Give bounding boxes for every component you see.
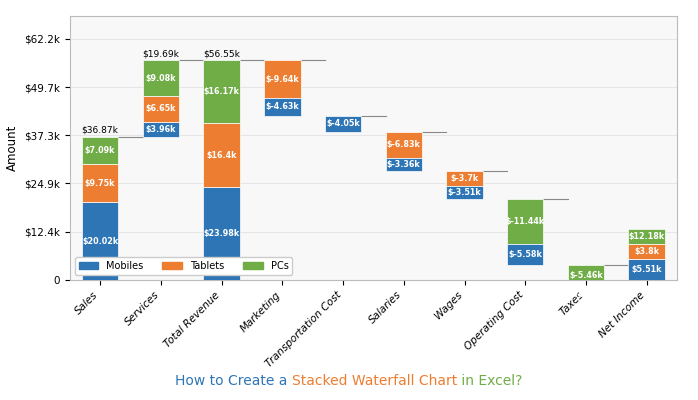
- Text: $-4.18k: $-4.18k: [569, 290, 603, 299]
- Text: $3.8k: $3.8k: [634, 247, 659, 256]
- Text: $16.17k: $16.17k: [204, 87, 239, 96]
- Bar: [142, 60, 179, 96]
- Legend: Mobiles, Tablets, PCs: Mobiles, Tablets, PCs: [75, 257, 292, 275]
- Text: $23.98k: $23.98k: [204, 229, 239, 238]
- Bar: [628, 244, 665, 259]
- Text: $5.51k: $5.51k: [632, 265, 662, 274]
- Bar: [82, 202, 119, 280]
- Y-axis label: Amount: Amount: [6, 125, 19, 171]
- Bar: [325, 116, 362, 132]
- Bar: [567, 265, 604, 286]
- Text: $-11.44k: $-11.44k: [505, 217, 545, 226]
- Text: in Excel?: in Excel?: [457, 374, 523, 388]
- Text: $-5.58k: $-5.58k: [508, 250, 542, 259]
- Text: $19.69k: $19.69k: [142, 49, 179, 58]
- Bar: [264, 98, 301, 116]
- Text: How to Create a: How to Create a: [175, 374, 292, 388]
- Bar: [385, 132, 422, 158]
- Bar: [264, 60, 301, 98]
- Bar: [567, 286, 604, 303]
- Bar: [446, 186, 483, 199]
- Bar: [628, 259, 665, 280]
- Bar: [82, 164, 119, 202]
- Text: $-6.83k: $-6.83k: [387, 140, 421, 149]
- Text: $-5.46k: $-5.46k: [569, 271, 603, 280]
- Text: $56.55k: $56.55k: [203, 49, 240, 58]
- Text: $20.02k: $20.02k: [82, 237, 118, 246]
- Text: $-3.36k: $-3.36k: [387, 160, 421, 169]
- Bar: [142, 96, 179, 122]
- Text: Stacked Waterfall Chart: Stacked Waterfall Chart: [292, 374, 457, 388]
- Bar: [446, 171, 483, 186]
- Text: $-4.63k: $-4.63k: [265, 102, 299, 111]
- Bar: [203, 123, 240, 187]
- Text: $3.96k: $3.96k: [146, 125, 176, 134]
- Text: $6.65k: $6.65k: [146, 104, 176, 113]
- Text: $-9.64k: $-9.64k: [265, 75, 299, 84]
- Text: $7.09k: $7.09k: [85, 146, 115, 155]
- Text: $16.4k: $16.4k: [207, 150, 237, 160]
- Bar: [628, 229, 665, 244]
- Bar: [203, 60, 240, 123]
- Bar: [203, 187, 240, 280]
- Text: $9.08k: $9.08k: [146, 74, 176, 82]
- Text: $9.75k: $9.75k: [85, 179, 115, 188]
- Bar: [82, 137, 119, 164]
- Text: $12.18k: $12.18k: [629, 232, 664, 241]
- Bar: [507, 244, 544, 265]
- Bar: [507, 199, 544, 244]
- Bar: [142, 122, 179, 137]
- Bar: [385, 158, 422, 171]
- Text: $-4.05k: $-4.05k: [326, 119, 360, 128]
- Text: $-3.7k: $-3.7k: [450, 174, 479, 183]
- Text: $36.87k: $36.87k: [82, 126, 119, 134]
- Text: $-3.51k: $-3.51k: [447, 188, 482, 197]
